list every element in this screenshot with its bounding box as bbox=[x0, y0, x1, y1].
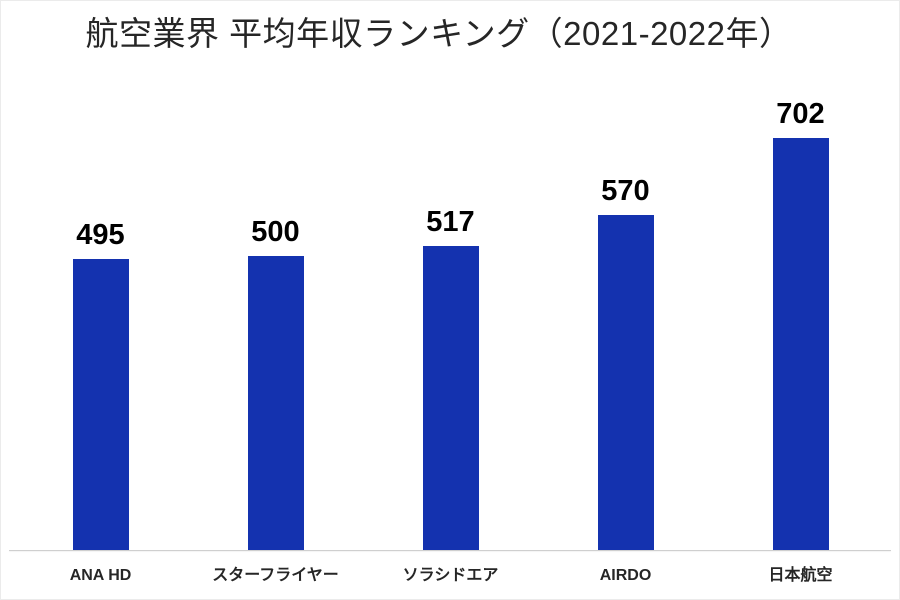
bar bbox=[72, 259, 129, 550]
bar-slot: 517 bbox=[363, 80, 538, 550]
bar bbox=[422, 246, 479, 550]
bar-value-label: 500 bbox=[251, 216, 300, 248]
bar-value-label: 570 bbox=[601, 175, 650, 207]
bar bbox=[597, 215, 654, 550]
x-axis-line bbox=[9, 550, 891, 551]
plot-area: 495 500 517 570 702 bbox=[13, 80, 888, 550]
category-label: 日本航空 bbox=[768, 567, 833, 584]
bar bbox=[772, 138, 829, 550]
bar-value-label: 495 bbox=[76, 219, 125, 251]
bar-slot: 500 bbox=[188, 80, 363, 550]
bar-value-label: 517 bbox=[426, 206, 475, 238]
bar bbox=[247, 256, 304, 550]
chart-title: 航空業界 平均年収ランキング（2021-2022年） bbox=[85, 15, 793, 52]
category-label: スターフライヤー bbox=[212, 567, 339, 584]
x-axis-labels: ANA HD スターフライヤー ソラシドエア AIRDO 日本航空 bbox=[13, 558, 888, 592]
category-label: AIRDO bbox=[599, 567, 652, 584]
bar-slot: 702 bbox=[713, 80, 888, 550]
bar-value-label: 702 bbox=[776, 98, 825, 130]
bar-slot: 570 bbox=[538, 80, 713, 550]
bar-slot: 495 bbox=[13, 80, 188, 550]
category-label: ANA HD bbox=[69, 567, 132, 584]
category-label: ソラシドエア bbox=[402, 567, 499, 584]
